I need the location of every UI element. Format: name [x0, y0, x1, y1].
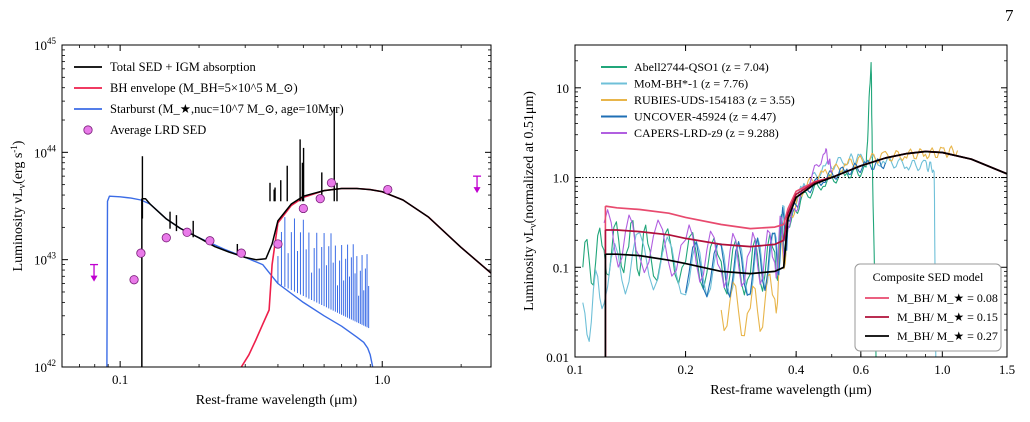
legend-label: BH envelope (M_BH=5×10^5 M_⊙): [110, 81, 298, 95]
composite-model-line: [605, 150, 1007, 275]
model-legend-label: M_BH/ M_★ = 0.15: [897, 310, 998, 324]
lrd-sed-marker: [326, 178, 337, 188]
legend-label: MoM-BH*-1 (z = 7.76): [634, 77, 748, 91]
x-tick-label: 0.6: [853, 362, 870, 377]
y-tick-label: 0.01: [546, 350, 569, 365]
model-legend-label: M_BH/ M_★ = 0.27: [897, 329, 998, 343]
lrd-sed-marker: [298, 203, 308, 214]
x-tick-label: 0.1: [567, 362, 583, 377]
total-sed-line: [141, 187, 491, 274]
model-legend-title: Composite SED model: [873, 270, 984, 284]
y-tick-label: 10: [556, 81, 569, 96]
lrd-sed-marker: [315, 194, 325, 204]
lrd-sed-marker: [383, 184, 393, 195]
model-legend-box: [854, 263, 1002, 352]
legend-label: Starburst (M_★,nuc=10^7 M_⊙, age=10Myr): [110, 102, 344, 116]
spectra-legend: Abell2744-QSO1 (z = 7.04) MoM-BH*-1 (z = …: [601, 60, 795, 140]
lrd-sed-marker: [136, 248, 146, 258]
legend-label: UNCOVER-45924 (z = 4.47): [634, 110, 776, 124]
observed-spectrum-line: [603, 148, 833, 289]
legend-label: Abell2744-QSO1 (z = 7.04): [634, 60, 769, 74]
lrd-sed-marker: [236, 248, 246, 258]
y-axis-label: Luminosity νLν(normalized at 0.51μm): [522, 91, 539, 311]
legend-label: Average LRD SED: [110, 123, 206, 137]
plot-area: [575, 61, 1007, 357]
upper-limit-head: [90, 275, 98, 282]
legend: Total SED + IGM absorption BH envelope (M…: [74, 60, 344, 137]
x-axis-label: Rest-frame wavelength (μm): [710, 383, 872, 398]
left-sed-panel: 0.1 1.0 1042 1043 1044 1045 Rest-frame wavelen…: [9, 36, 492, 408]
x-tick-label: 0.4: [788, 362, 805, 377]
legend-marker: [83, 125, 93, 135]
lrd-sed-marker: [161, 233, 171, 243]
plot-frame: [61, 44, 492, 368]
x-tick-label: 1.0: [934, 362, 950, 377]
legend-label: RUBIES-UDS-154183 (z = 3.55): [634, 93, 795, 107]
lrd-sed-marker: [129, 275, 139, 285]
y-axis-label: Luminosity νLν(erg s-1): [9, 140, 28, 271]
plot-frame: [574, 44, 1008, 358]
observed-spectrum-line: [582, 153, 937, 357]
bh-envelope-line: [240, 187, 491, 367]
model-legend: Composite SED model M_BH/ M_★ = 0.08 M_BH/…: [854, 263, 1002, 352]
x-tick-label: 0.1: [112, 372, 128, 387]
y-tick-label: 0.1: [553, 260, 569, 275]
upper-limit-arrow: [473, 175, 482, 194]
lrd-sed-marker: [273, 239, 283, 249]
y-tick-label: 1044: [34, 143, 57, 160]
y-tick-label: 1042: [34, 358, 56, 375]
y-tick-label: 1045: [34, 36, 57, 53]
lrd-sed-marker: [205, 236, 215, 246]
x-tick-label: 0.2: [677, 362, 693, 377]
legend-label: Total SED + IGM absorption: [110, 60, 256, 74]
upper-limit-head: [473, 187, 481, 194]
legend-label: CAPERS-LRD-z9 (z = 9.288): [634, 126, 779, 140]
page-number: 7: [1005, 6, 1014, 25]
observed-spectrum-line: [582, 61, 877, 357]
x-axis-label: Rest-frame wavelength (μm): [196, 393, 358, 408]
y-tick-label: 1043: [34, 251, 57, 268]
observed-spectrum-line: [720, 145, 959, 337]
observed-spectrum-line: [685, 158, 886, 298]
lrd-sed-marker: [182, 227, 192, 237]
upper-limit-arrow: [90, 263, 99, 282]
plot-area: [106, 106, 491, 367]
y-tick-label: 1.0: [553, 171, 569, 186]
model-legend-label: M_BH/ M_★ = 0.08: [897, 291, 998, 305]
x-tick-label: 1.0: [374, 372, 390, 387]
x-tick-label: 1.5: [999, 362, 1015, 377]
right-normalized-panel: 0.1 0.2 0.4 0.6 1.0 1.50.010.11.010Rest-frame…: [522, 44, 1015, 398]
